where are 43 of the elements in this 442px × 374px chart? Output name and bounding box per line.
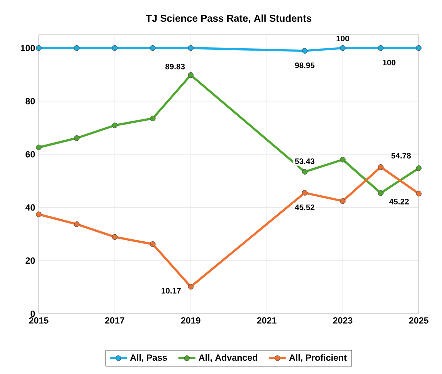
point — [36, 144, 42, 150]
point — [340, 157, 346, 163]
x-tick-label: 2021 — [257, 318, 277, 324]
point — [340, 198, 346, 204]
point — [150, 242, 156, 248]
point — [150, 116, 156, 122]
point — [378, 190, 384, 196]
point — [188, 45, 194, 52]
point — [302, 190, 308, 196]
point — [36, 212, 42, 218]
point — [340, 45, 346, 52]
point — [416, 45, 422, 52]
point — [112, 234, 118, 240]
point — [416, 191, 422, 197]
x-tick-label: 2023 — [333, 318, 353, 324]
point — [74, 136, 80, 142]
point — [188, 284, 194, 290]
point — [112, 45, 118, 52]
y-tick-label: 80 — [26, 98, 36, 105]
legend-label: All, Pass — [130, 354, 168, 362]
point — [378, 45, 384, 52]
point — [36, 45, 42, 52]
point — [74, 222, 80, 228]
x-tick-label: 2025 — [409, 318, 429, 324]
y-tick-label: 40 — [26, 204, 36, 211]
point — [112, 122, 118, 128]
legend-label: All, Advanced — [198, 354, 258, 362]
point — [378, 164, 384, 170]
legend-label: All, Proficient — [289, 354, 347, 362]
y-tick-label: 100 — [21, 45, 36, 52]
y-tick-label: 60 — [26, 151, 36, 158]
x-tick-label: 2019 — [181, 318, 201, 324]
x-tick-label: 2017 — [105, 318, 125, 324]
y-tick-label: 0 — [30, 310, 36, 318]
y-tick-label: 20 — [26, 258, 36, 264]
point — [74, 45, 80, 52]
point — [150, 45, 156, 52]
point — [302, 48, 308, 54]
point — [416, 166, 422, 172]
point — [188, 72, 194, 78]
chart-title: TJ Science Pass Rate, All Students — [146, 14, 312, 24]
x-tick-label: 2015 — [29, 318, 49, 324]
point — [302, 169, 308, 175]
